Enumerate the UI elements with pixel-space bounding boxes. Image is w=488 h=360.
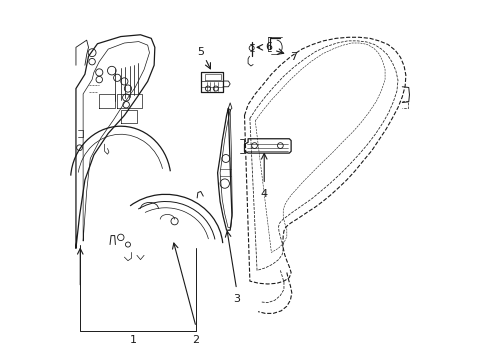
Text: 4: 4	[260, 189, 267, 199]
Text: 6: 6	[265, 42, 272, 52]
Text: 3: 3	[233, 294, 240, 304]
Text: 1: 1	[130, 334, 137, 345]
Text: 7: 7	[290, 52, 297, 62]
Text: 2: 2	[192, 334, 199, 345]
Text: 5: 5	[197, 46, 204, 57]
